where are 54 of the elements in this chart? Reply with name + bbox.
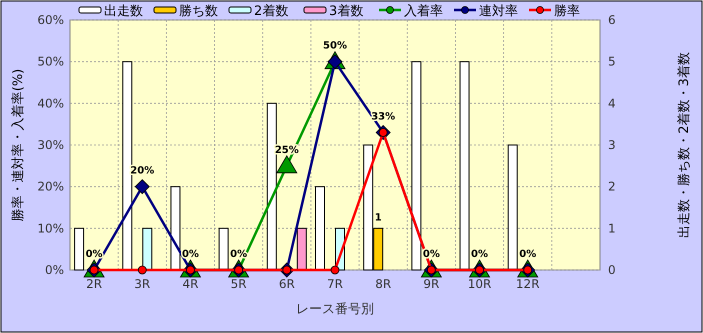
x-tick-label: 10R	[468, 277, 492, 291]
x-tick-label: 6R	[278, 277, 295, 291]
x-tick-label: 7R	[327, 277, 343, 291]
y-axis-title: 勝率・連対率・入着率(%)	[10, 68, 26, 222]
legend-label: 勝率	[554, 3, 580, 19]
x-tick-label: 2R	[86, 277, 102, 291]
data-label: 50%	[323, 40, 347, 52]
point	[134, 179, 150, 194]
bar	[296, 228, 307, 270]
x-tick-label: 9R	[423, 277, 440, 291]
y-tick-label: 50%	[37, 54, 64, 69]
x-axis-title: レース番号別	[296, 302, 374, 317]
y-tick-label: 10%	[37, 221, 64, 236]
data-label: 0%	[86, 249, 103, 260]
bar	[142, 228, 152, 270]
y-tick-label: 20%	[37, 180, 64, 194]
legend-label: 入着率	[404, 3, 443, 19]
x-tick-label: 5R	[230, 277, 247, 291]
x-tick-label: 4R	[182, 277, 198, 291]
y2-tick-label: 3	[608, 138, 616, 152]
y-tick-label: 0%	[44, 263, 64, 277]
y2-tick-label: 2	[608, 180, 616, 194]
bar	[74, 228, 84, 270]
bar	[170, 186, 180, 270]
y2-tick-label: 6	[608, 13, 616, 27]
data-label: 0%	[471, 249, 488, 260]
data-label: 1	[374, 212, 382, 224]
y-tick-label: 40%	[37, 96, 64, 110]
x-tick-label: 3R	[134, 277, 150, 291]
y2-tick-label: 4	[608, 96, 616, 110]
x-tick-label: 12R	[516, 277, 540, 291]
legend-label: 出走数	[104, 4, 143, 19]
legend-label: 勝ち数	[179, 4, 218, 19]
bar	[218, 228, 229, 270]
bar	[411, 61, 422, 270]
y2-tick-label: 0	[608, 263, 616, 277]
point	[138, 266, 147, 274]
point	[276, 155, 298, 174]
bar	[122, 61, 132, 270]
legend-label: 2着数	[254, 3, 288, 19]
legend-label: 3着数	[329, 3, 364, 19]
x-tick-label: 8R	[375, 277, 392, 291]
bar	[315, 186, 325, 270]
data-label: 0%	[519, 249, 536, 260]
bar	[460, 61, 470, 270]
y2-tick-label: 5	[608, 54, 616, 69]
y-tick-label: 60%	[37, 13, 64, 27]
y-tick-label: 30%	[37, 138, 64, 152]
y2-tick-label: 1	[608, 221, 616, 236]
bar	[508, 144, 518, 270]
legend-label: 連対率	[479, 3, 518, 19]
point	[330, 266, 340, 274]
y2-axis-title: 出走数・勝ち数・2着数・3着数	[676, 52, 692, 238]
data-label: 0%	[182, 249, 199, 260]
